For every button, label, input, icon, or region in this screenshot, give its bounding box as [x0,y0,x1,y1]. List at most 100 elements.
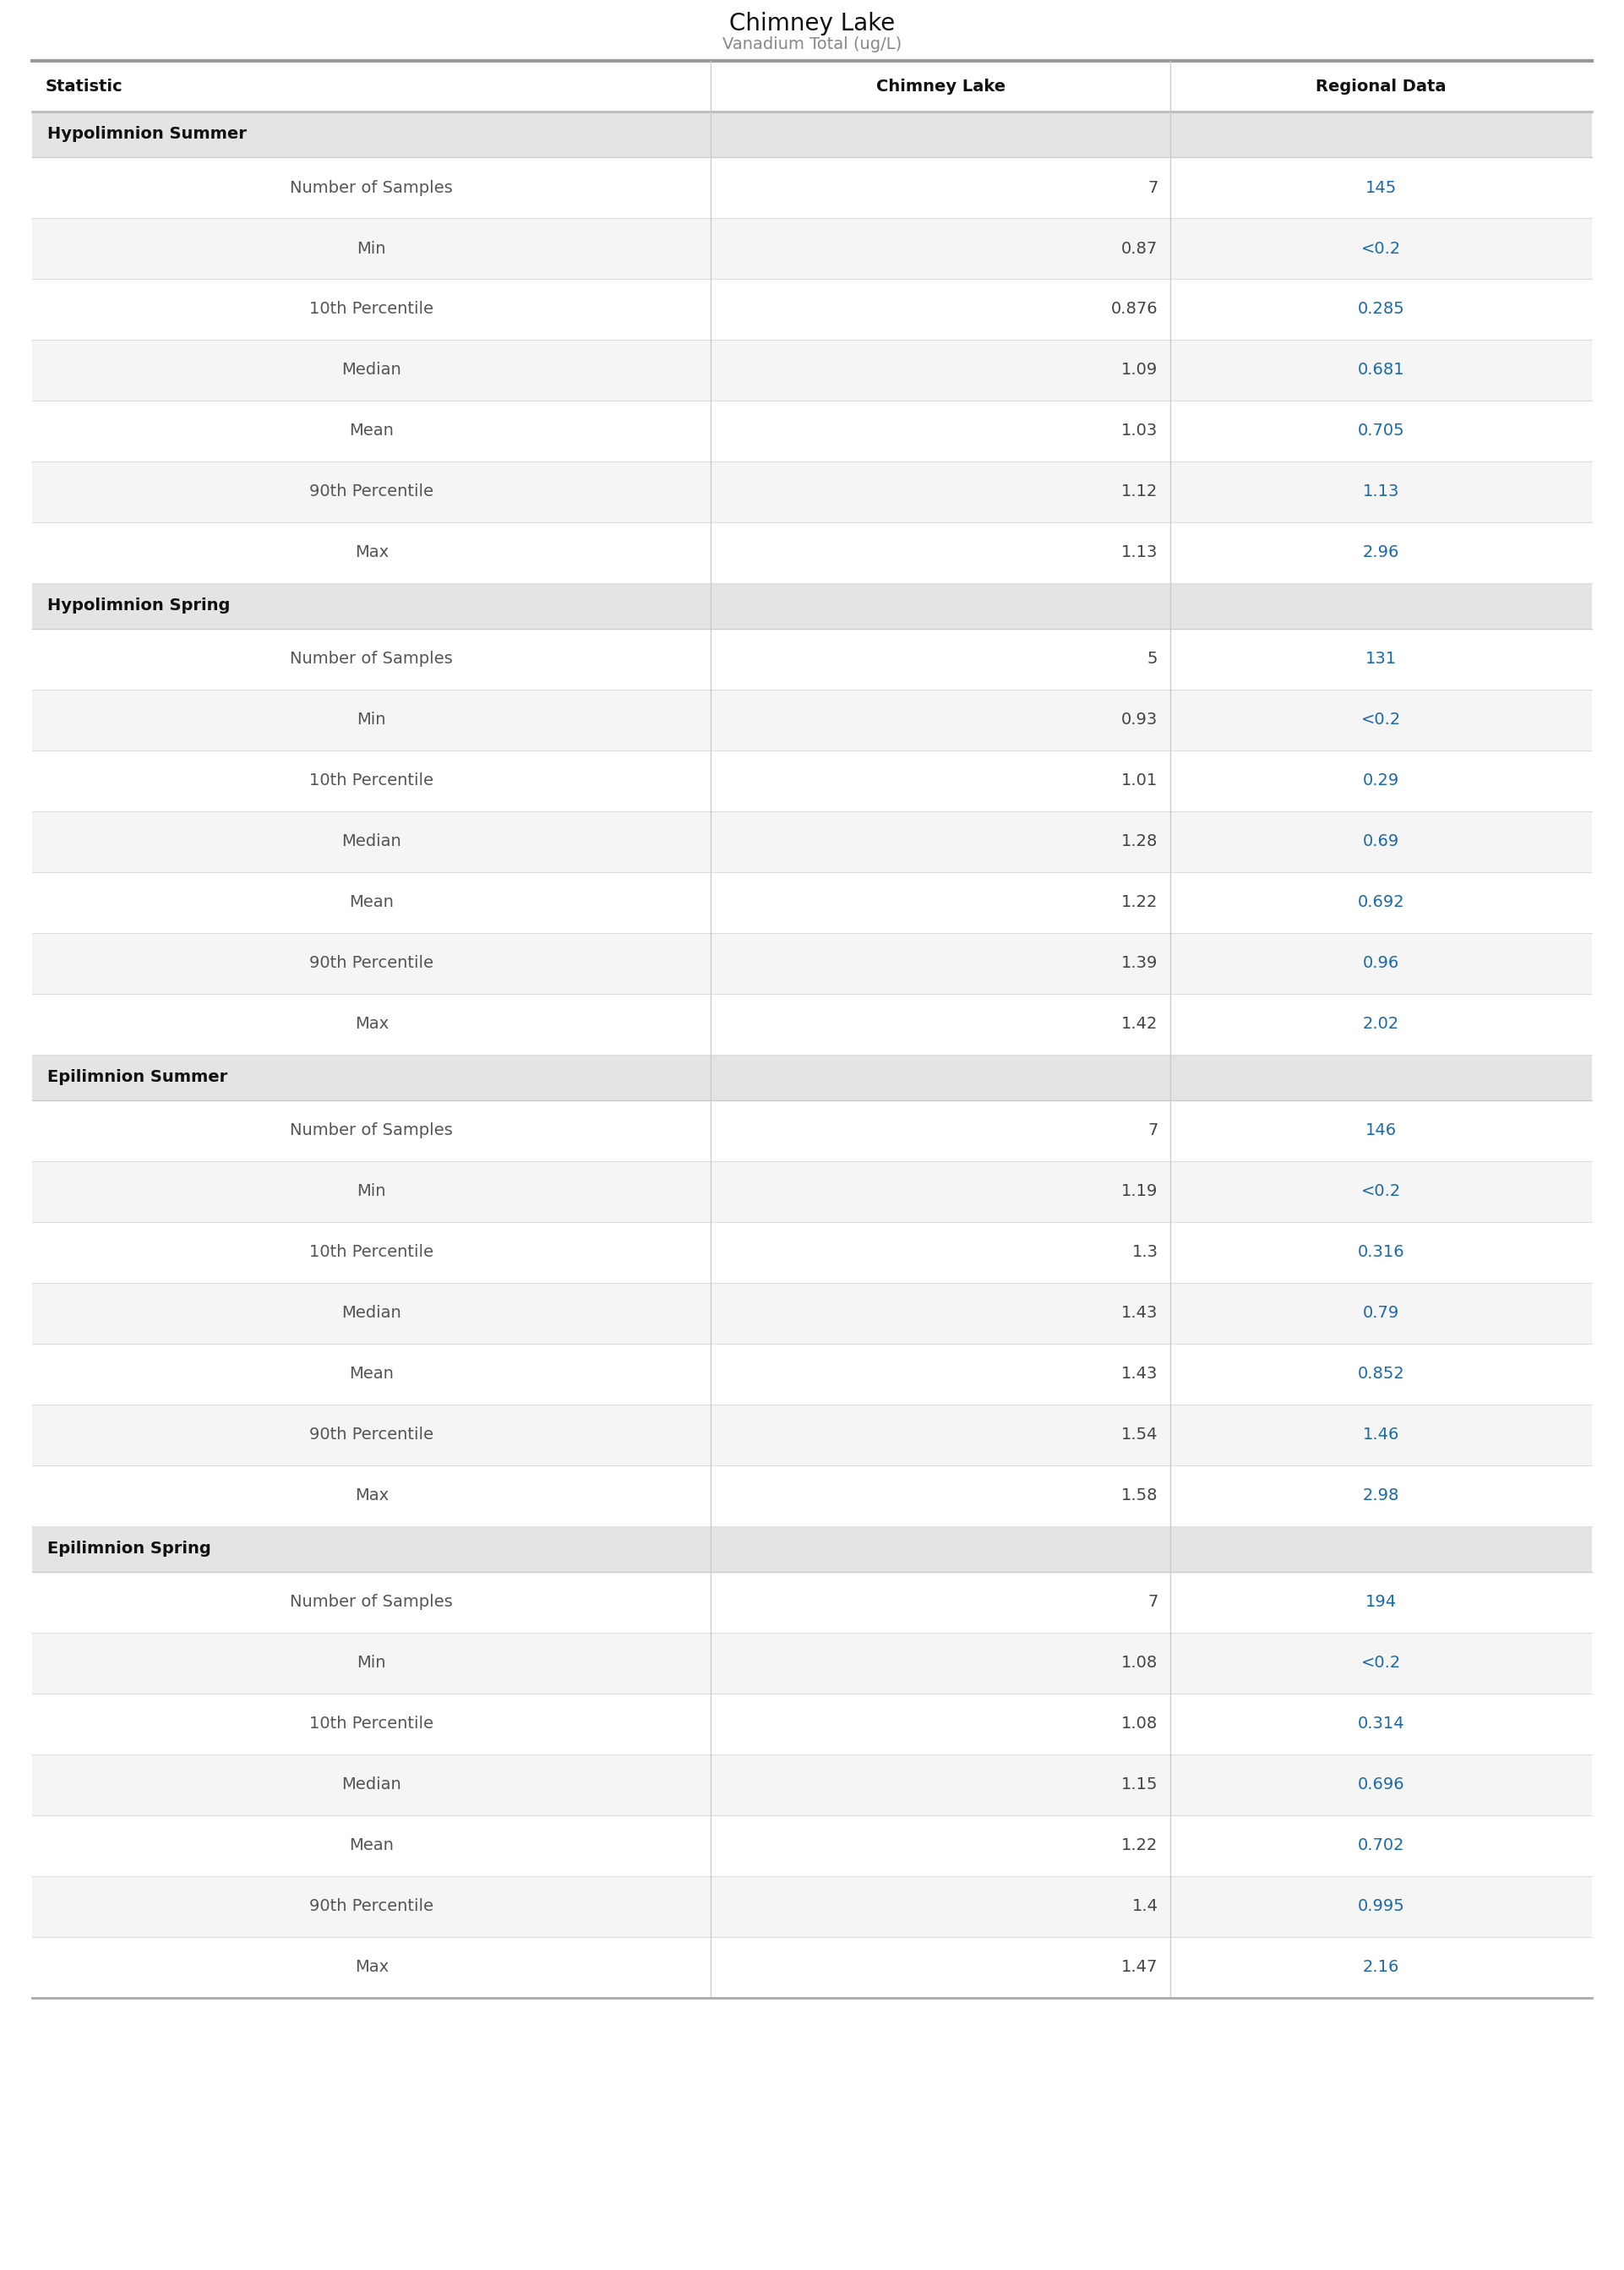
Bar [32,1101,1592,1162]
Text: 0.702: 0.702 [1358,1839,1405,1855]
Text: 1.58: 1.58 [1121,1487,1158,1505]
Text: Min: Min [357,241,387,257]
Bar [32,1816,1592,1877]
Text: Epilimnion Spring: Epilimnion Spring [47,1541,211,1557]
Text: 0.314: 0.314 [1358,1716,1405,1732]
Text: 1.09: 1.09 [1121,363,1158,379]
Text: 1.42: 1.42 [1121,1017,1158,1033]
Text: Number of Samples: Number of Samples [291,1594,453,1609]
Bar [32,583,1592,629]
Bar [32,218,1592,279]
Text: 0.876: 0.876 [1111,302,1158,318]
Text: <0.2: <0.2 [1361,241,1402,257]
Bar [32,1221,1592,1283]
Text: 1.47: 1.47 [1121,1959,1158,1975]
Bar [32,1755,1592,1816]
Text: Max: Max [354,1017,388,1033]
Bar [32,340,1592,400]
Bar [32,1162,1592,1221]
Text: 1.22: 1.22 [1121,894,1158,910]
Bar [32,461,1592,522]
Bar [32,279,1592,340]
Text: 7: 7 [1148,1594,1158,1609]
Text: 0.69: 0.69 [1363,833,1400,849]
Text: 0.316: 0.316 [1358,1244,1405,1260]
Text: Max: Max [354,545,388,561]
Text: 1.13: 1.13 [1363,484,1400,499]
Text: 1.03: 1.03 [1121,422,1158,438]
Bar [32,1056,1592,1101]
Text: 5: 5 [1147,651,1158,667]
Text: 1.4: 1.4 [1132,1898,1158,1914]
Text: 0.692: 0.692 [1358,894,1405,910]
Bar [32,111,1592,157]
Text: Chimney Lake: Chimney Lake [729,11,895,36]
Bar [32,400,1592,461]
Text: 1.19: 1.19 [1121,1183,1158,1199]
Text: Median: Median [341,833,401,849]
Text: 1.28: 1.28 [1121,833,1158,849]
Bar [32,994,1592,1056]
Text: 90th Percentile: 90th Percentile [310,1428,434,1444]
Text: 131: 131 [1366,651,1397,667]
Bar [32,1283,1592,1344]
Text: 0.681: 0.681 [1358,363,1405,379]
Text: Median: Median [341,1305,401,1321]
Bar [32,1877,1592,1936]
Text: 145: 145 [1366,179,1397,195]
Text: 1.08: 1.08 [1121,1655,1158,1671]
Text: 1.43: 1.43 [1121,1367,1158,1382]
Text: 0.285: 0.285 [1358,302,1405,318]
Bar [32,1936,1592,1998]
Text: 1.15: 1.15 [1121,1777,1158,1793]
Bar [32,1571,1592,1632]
Text: Max: Max [354,1959,388,1975]
Bar [32,690,1592,751]
Text: 1.01: 1.01 [1121,772,1158,790]
Text: Number of Samples: Number of Samples [291,651,453,667]
Text: Mean: Mean [349,894,395,910]
Text: Epilimnion Summer: Epilimnion Summer [47,1069,227,1085]
Text: 1.46: 1.46 [1363,1428,1400,1444]
Text: <0.2: <0.2 [1361,1183,1402,1199]
Text: Number of Samples: Number of Samples [291,179,453,195]
Text: 10th Percentile: 10th Percentile [310,1716,434,1732]
Text: 0.696: 0.696 [1358,1777,1405,1793]
Bar [32,1466,1592,1525]
Text: 1.39: 1.39 [1121,956,1158,972]
Text: 1.3: 1.3 [1132,1244,1158,1260]
Text: 7: 7 [1148,1124,1158,1140]
Text: 0.852: 0.852 [1358,1367,1405,1382]
Bar [32,1693,1592,1755]
Text: 90th Percentile: 90th Percentile [310,956,434,972]
Text: 194: 194 [1366,1594,1397,1609]
Text: Vanadium Total (ug/L): Vanadium Total (ug/L) [723,36,901,52]
Text: 0.29: 0.29 [1363,772,1400,790]
Text: Min: Min [357,713,387,729]
Bar [32,629,1592,690]
Text: Max: Max [354,1487,388,1505]
Text: 0.995: 0.995 [1358,1898,1405,1914]
Text: 146: 146 [1366,1124,1397,1140]
Bar [32,61,1592,111]
Bar [32,872,1592,933]
Text: Min: Min [357,1183,387,1199]
Text: 90th Percentile: 90th Percentile [310,484,434,499]
Text: 1.22: 1.22 [1121,1839,1158,1855]
Text: Median: Median [341,363,401,379]
Text: Min: Min [357,1655,387,1671]
Text: Hypolimnion Spring: Hypolimnion Spring [47,597,231,613]
Text: <0.2: <0.2 [1361,713,1402,729]
Text: 1.08: 1.08 [1121,1716,1158,1732]
Bar [32,810,1592,872]
Text: 7: 7 [1148,179,1158,195]
Text: 1.13: 1.13 [1121,545,1158,561]
Text: <0.2: <0.2 [1361,1655,1402,1671]
Text: 0.87: 0.87 [1121,241,1158,257]
Text: 2.16: 2.16 [1363,1959,1400,1975]
Text: 1.12: 1.12 [1121,484,1158,499]
Text: 2.96: 2.96 [1363,545,1400,561]
Text: 0.705: 0.705 [1358,422,1405,438]
Bar [32,1525,1592,1571]
Text: Hypolimnion Summer: Hypolimnion Summer [47,127,247,143]
